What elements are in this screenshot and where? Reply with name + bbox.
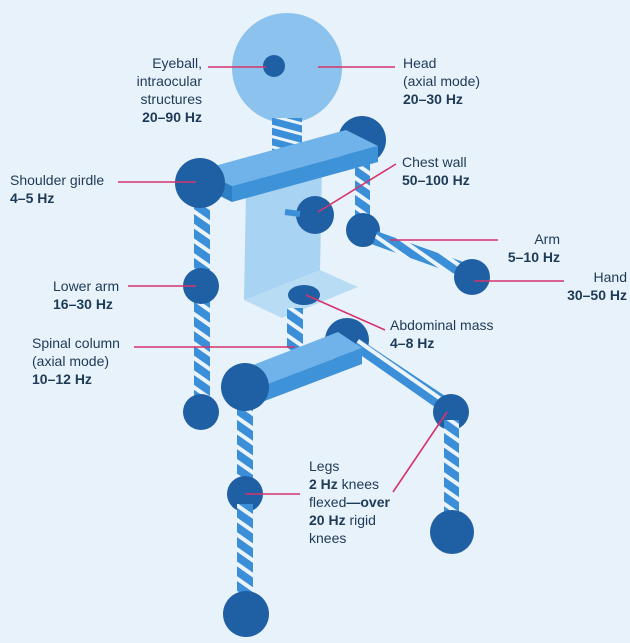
spinal-column-spring	[287, 308, 303, 356]
hand-joint	[454, 259, 490, 295]
label-chest-wall: Chest wall 50–100 Hz	[402, 153, 470, 189]
left-hip-joint	[221, 363, 269, 411]
leader-chest	[317, 163, 397, 213]
label-shoulder-girdle: Shoulder girdle 4–5 Hz	[10, 171, 104, 207]
abdominal-mass-joint	[288, 285, 320, 305]
shoulder-line1: Shoulder girdle	[10, 172, 105, 188]
label-head: Head (axial mode) 20–30 Hz	[403, 54, 480, 108]
legs-line1: Legs	[309, 458, 340, 474]
legs-knees-text: knees	[337, 476, 380, 492]
right-forearm-spring	[372, 231, 468, 277]
torso-panel	[244, 165, 322, 300]
left-upper-arm-spring	[194, 190, 210, 280]
hand-line1: Hand	[593, 269, 627, 285]
left-foot-joint	[223, 591, 269, 637]
leader-abdominal	[305, 294, 386, 331]
arm-line1: Arm	[534, 231, 560, 247]
spinal-frequency: 10–12 Hz	[32, 371, 92, 387]
leader-lines	[118, 66, 564, 495]
eyeball-line1: Eyeball,	[152, 55, 202, 71]
lower-arm-frequency: 16–30 Hz	[53, 296, 113, 312]
spinal-line2: (axial mode)	[32, 353, 110, 369]
head-line1: Head	[403, 55, 437, 71]
label-spinal-column: Spinal column (axial mode) 10–12 Hz	[32, 334, 120, 388]
chest-line1: Chest wall	[402, 154, 467, 170]
eyeball-line3: structures	[140, 91, 202, 107]
arm-frequency: 5–10 Hz	[507, 249, 560, 265]
legs-line5: knees	[309, 530, 347, 546]
chest-spring	[284, 209, 301, 217]
legs-flexed-text: flexed	[309, 494, 347, 510]
lower-arm-line1: Lower arm	[53, 278, 120, 294]
hand-frequency: 30–50 Hz	[567, 287, 627, 303]
legs-rigid-text: rigid	[345, 512, 376, 528]
leader-legs-right	[392, 411, 448, 493]
head-circle	[232, 13, 342, 123]
label-abdominal-mass: Abdominal mass 4–8 Hz	[390, 316, 494, 352]
legs-frequency-flexed: 2 Hz	[309, 476, 338, 492]
spinal-line1: Spinal column	[32, 335, 120, 351]
eyeball-frequency: 20–90 Hz	[142, 109, 202, 125]
label-arm: Arm 5–10 Hz	[508, 230, 560, 266]
right-upper-arm-spring	[355, 158, 370, 224]
chest-frequency: 50–100 Hz	[402, 172, 470, 188]
left-wrist-joint	[183, 394, 219, 430]
legs-line4: 20 Hz rigid	[309, 511, 390, 529]
left-shin-spring	[237, 504, 253, 608]
shoulder-beam-side	[232, 146, 378, 202]
legs-frequency-rigid: 20 Hz	[309, 512, 346, 528]
left-thigh-spring	[237, 390, 253, 490]
abdominal-line1: Abdominal mass	[390, 317, 494, 333]
shoulder-frequency: 4–5 Hz	[10, 190, 55, 206]
right-knee-joint	[433, 394, 469, 430]
right-foot-joint	[430, 510, 474, 554]
shoulder-beam-top	[200, 130, 378, 186]
label-lower-arm: Lower arm 16–30 Hz	[53, 277, 119, 313]
head-frequency: 20–30 Hz	[403, 91, 463, 107]
left-shoulder-joint	[175, 158, 225, 208]
right-thigh-spring	[350, 338, 450, 412]
legs-line2: 2 Hz knees	[309, 475, 390, 493]
legs-line3: flexed—over	[309, 493, 390, 511]
eyeball-joint	[263, 55, 285, 77]
left-lower-arm-joint	[183, 268, 219, 304]
label-hand: Hand 30–50 Hz	[567, 268, 627, 304]
right-elbow-joint	[346, 213, 380, 247]
hip-beam-top	[240, 332, 362, 386]
head-line2: (axial mode)	[403, 73, 481, 89]
eyeball-line2: intraocular	[136, 73, 202, 89]
right-shin-spring	[444, 420, 459, 520]
chest-wall-joint	[296, 196, 334, 234]
label-legs: Legs 2 Hz knees flexed—over 20 Hz rigid …	[309, 457, 390, 547]
abdominal-frequency: 4–8 Hz	[390, 335, 435, 351]
label-eyeball: Eyeball, intraocular structures 20–90 Hz	[137, 54, 202, 126]
legs-over-text: —over	[346, 494, 390, 510]
hip-beam-front	[262, 348, 362, 402]
